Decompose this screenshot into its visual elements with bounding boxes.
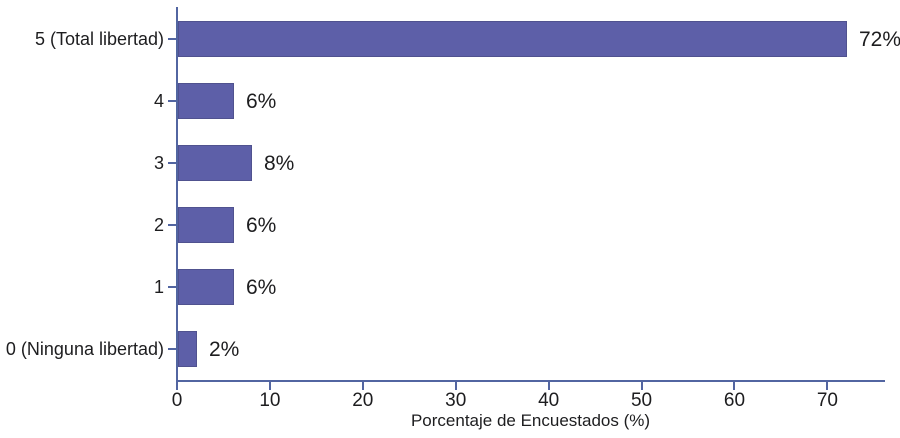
category-label: 2	[153, 215, 164, 235]
x-tick-label: 10	[259, 390, 281, 411]
y-tick-mark	[168, 162, 176, 164]
bar-value-label: 72%	[859, 28, 900, 51]
y-axis-line	[176, 7, 178, 382]
x-tick-mark	[268, 382, 271, 390]
y-tick-mark	[168, 38, 176, 40]
bar	[178, 207, 234, 243]
bar	[178, 269, 234, 305]
x-tick-mark	[640, 382, 643, 390]
bar-value-label: 8%	[264, 152, 295, 175]
x-tick-label: 70	[816, 390, 838, 411]
x-tick-mark	[547, 382, 550, 390]
category-label: 3	[153, 153, 164, 173]
x-tick-mark	[361, 382, 364, 390]
bar-value-label: 6%	[246, 214, 277, 237]
bar-value-label: 6%	[246, 90, 277, 113]
x-tick-label: 60	[723, 390, 746, 411]
x-axis-line	[176, 380, 885, 382]
x-tick-label: 50	[630, 390, 653, 411]
y-tick-mark	[168, 224, 176, 226]
y-tick-mark	[168, 286, 176, 288]
x-tick-label: 40	[538, 390, 560, 411]
x-tick-label: 20	[352, 390, 374, 411]
x-tick-mark	[176, 382, 178, 390]
bar	[178, 83, 234, 119]
category-label: 4	[153, 91, 164, 111]
y-tick-mark	[168, 100, 176, 102]
x-axis-title: Porcentaje de Encuestados (%)	[410, 411, 651, 430]
bar	[178, 331, 197, 367]
bar	[178, 21, 847, 57]
category-label: 1	[153, 277, 164, 297]
x-tick-label: 0	[171, 390, 183, 411]
y-tick-mark	[168, 348, 176, 350]
bar-value-label: 6%	[246, 276, 277, 299]
category-label: 5 (Total libertad)	[34, 29, 164, 49]
x-tick-mark	[454, 382, 457, 390]
x-tick-mark	[733, 382, 736, 390]
bar	[178, 145, 252, 181]
x-tick-label: 30	[445, 390, 467, 411]
bar-value-label: 2%	[209, 338, 240, 361]
category-label: 0 (Ninguna libertad)	[5, 339, 164, 359]
x-tick-mark	[826, 382, 829, 390]
